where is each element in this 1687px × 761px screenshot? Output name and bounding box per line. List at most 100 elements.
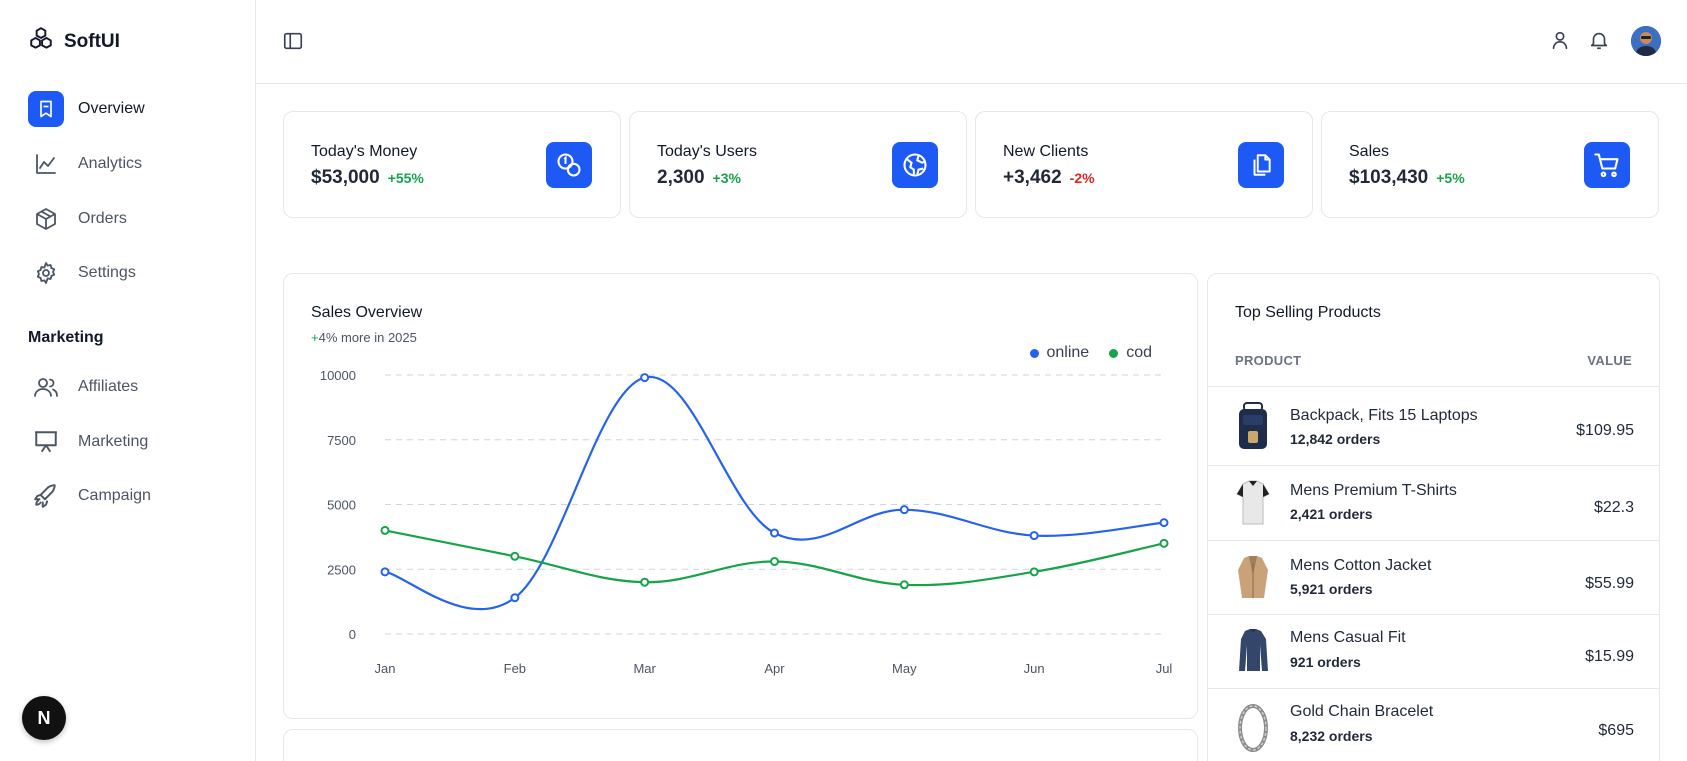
stat-amount: $103,430 xyxy=(1349,167,1429,188)
stat-title: New Clients xyxy=(1003,143,1089,160)
x-tick-label: Jun xyxy=(1024,661,1045,676)
legend-item-cod[interactable]: cod xyxy=(1109,344,1152,362)
sales-overview-card: 0 2500 5000 7500 10000 Jan Feb Mar Apr May Jun Jul … xyxy=(283,273,1198,719)
chart-title: Sales Overview xyxy=(311,304,423,321)
data-point-cod[interactable] xyxy=(899,580,909,590)
data-point-cod[interactable] xyxy=(1159,538,1169,548)
jacket-image xyxy=(1235,553,1271,603)
stat-card-users: Today's Users 2,300 +3% xyxy=(629,111,967,218)
stat-amount: +3,462 xyxy=(1003,167,1062,188)
stat-value: $103,430 +5% xyxy=(1349,167,1465,189)
table-row[interactable]: Backpack, Fits 15 Laptops 12,842 orders … xyxy=(1208,386,1659,465)
y-tick-label: 5000 xyxy=(327,498,356,513)
secondary-card xyxy=(283,729,1198,761)
product-orders: 2,421 orders xyxy=(1290,506,1373,522)
x-tick-label: Mar xyxy=(633,661,656,676)
sidebar-item-settings[interactable]: Settings xyxy=(28,255,238,291)
copy-icon xyxy=(1238,142,1284,188)
product-name: Mens Cotton Jacket xyxy=(1290,557,1432,574)
series-line-online xyxy=(384,376,1165,611)
product-orders: 12,842 orders xyxy=(1290,431,1381,447)
stat-change: +55% xyxy=(387,170,424,186)
table-row[interactable]: Mens Casual Fit 921 orders $15.99 xyxy=(1208,614,1659,688)
cart-icon xyxy=(1584,142,1630,188)
stat-title: Today's Users xyxy=(657,143,757,160)
avatar[interactable] xyxy=(1631,26,1661,56)
data-point-online[interactable] xyxy=(1159,518,1169,528)
sidebar-item-affiliates[interactable]: Affiliates xyxy=(28,369,238,405)
data-point-online[interactable] xyxy=(510,593,520,603)
sidebar-item-marketing[interactable]: Marketing xyxy=(28,424,238,460)
data-point-cod[interactable] xyxy=(640,577,650,587)
stat-value: 2,300 +3% xyxy=(657,167,741,189)
coins-icon xyxy=(546,142,592,188)
chart-subtitle: +4% more in 2025 xyxy=(311,330,417,345)
sidebar-item-orders[interactable]: Orders xyxy=(28,201,238,237)
legend-label: online xyxy=(1046,344,1090,361)
col-head-product: PRODUCT xyxy=(1235,353,1302,368)
product-value: $15.99 xyxy=(1585,648,1634,665)
chart-subtitle-plus: + xyxy=(311,330,319,345)
data-point-cod[interactable] xyxy=(510,551,520,561)
product-orders: 8,232 orders xyxy=(1290,728,1373,744)
sidebar-item-label: Marketing xyxy=(78,433,149,450)
legend-dot xyxy=(1109,348,1119,358)
brand[interactable]: SoftUI xyxy=(28,26,120,57)
product-value: $22.3 xyxy=(1593,499,1634,516)
sales-line-chart: 0 2500 5000 7500 10000 Jan Feb Mar Apr May Jun Jul xyxy=(320,368,1173,676)
data-point-cod[interactable] xyxy=(770,556,779,566)
stat-amount: $53,000 xyxy=(311,167,380,188)
bracelet-image xyxy=(1235,700,1271,752)
stat-title: Sales xyxy=(1349,143,1390,160)
data-point-online[interactable] xyxy=(380,567,390,577)
tshirt-image xyxy=(1235,478,1271,528)
sidebar-section-marketing: Marketing xyxy=(28,329,104,346)
shirt-image xyxy=(1235,626,1271,676)
rocket-icon xyxy=(28,478,64,514)
user-icon[interactable] xyxy=(1549,29,1573,53)
package-icon xyxy=(28,201,64,237)
product-value: $55.99 xyxy=(1585,575,1634,592)
chart-subtitle-text: 4% more in 2025 xyxy=(318,330,417,345)
product-name: Mens Premium T-Shirts xyxy=(1290,482,1457,499)
stat-change: +5% xyxy=(1436,170,1465,186)
sidebar-item-label: Orders xyxy=(78,210,127,227)
legend-item-online[interactable]: online xyxy=(1029,344,1090,362)
stat-change: -2% xyxy=(1069,170,1095,186)
x-tick-label: Apr xyxy=(764,661,785,676)
bookmark-icon xyxy=(28,91,64,127)
brand-name: SoftUI xyxy=(64,30,120,52)
data-point-cod[interactable] xyxy=(1029,567,1039,577)
sidebar-item-overview[interactable]: Overview xyxy=(28,91,238,127)
stat-amount: 2,300 xyxy=(657,167,705,188)
data-point-cod[interactable] xyxy=(380,525,390,535)
dev-badge-button[interactable]: N xyxy=(22,696,66,740)
sidebar-item-analytics[interactable]: Analytics xyxy=(28,146,238,182)
cubes-logo-icon xyxy=(28,26,54,57)
dev-badge-label: N xyxy=(37,707,51,728)
table-row[interactable]: Mens Premium T-Shirts 2,421 orders $22.3 xyxy=(1208,465,1659,540)
top-header xyxy=(256,0,1687,84)
stat-card-money: Today's Money $53,000 +55% xyxy=(283,111,621,218)
sidebar-item-label: Overview xyxy=(78,100,145,117)
stat-change: +3% xyxy=(712,170,741,186)
sidebar-toggle-icon[interactable] xyxy=(282,30,306,54)
x-tick-label: May xyxy=(892,661,917,676)
bell-icon[interactable] xyxy=(1588,29,1612,53)
data-point-online[interactable] xyxy=(640,373,650,383)
table-row[interactable]: Gold Chain Bracelet 8,232 orders $695 xyxy=(1208,688,1659,761)
globe-icon xyxy=(892,142,938,188)
data-point-online[interactable] xyxy=(899,505,909,515)
sidebar-item-campaign[interactable]: Campaign xyxy=(28,478,238,514)
sidebar-item-label: Affiliates xyxy=(78,378,139,395)
data-point-online[interactable] xyxy=(1029,531,1039,541)
product-name: Backpack, Fits 15 Laptops xyxy=(1290,407,1478,424)
data-point-online[interactable] xyxy=(770,528,779,538)
table-row[interactable]: Mens Cotton Jacket 5,921 orders $55.99 xyxy=(1208,540,1659,614)
product-name: Mens Casual Fit xyxy=(1290,629,1406,646)
x-tick-label: Feb xyxy=(504,661,526,676)
product-value: $109.95 xyxy=(1576,422,1634,439)
chart-line-icon xyxy=(28,146,64,182)
stat-card-clients: New Clients +3,462 -2% xyxy=(975,111,1313,218)
